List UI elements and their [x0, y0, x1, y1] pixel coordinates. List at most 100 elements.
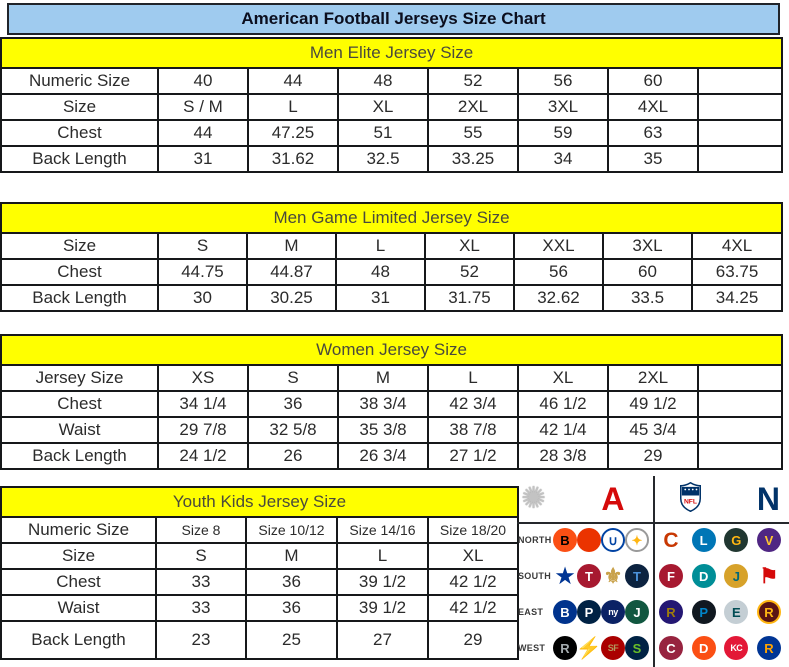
value-cell: 31 [157, 145, 249, 173]
value-cell: 36 [245, 594, 338, 622]
value-cell: 31.62 [247, 145, 339, 173]
value-cell [696, 390, 784, 418]
value-cell: 44 [247, 67, 339, 95]
division-label: NORTH [518, 535, 552, 545]
value-cell: 34.25 [690, 284, 784, 312]
row-label-cell: Waist [0, 594, 157, 622]
row-label-cell: Back Length [0, 145, 159, 173]
value-cell: S / M [157, 93, 249, 121]
value-cell: XS [157, 364, 249, 392]
value-cell: 29 7/8 [157, 416, 249, 444]
value-cell: 56 [517, 67, 609, 95]
value-cell: 26 3/4 [337, 442, 429, 470]
value-cell: XXL [513, 232, 604, 260]
value-cell: 35 [607, 145, 699, 173]
value-cell: 3XL [517, 93, 609, 121]
row-label-cell: Numeric Size [0, 516, 157, 544]
team-logo-49ers: SF [601, 636, 625, 660]
value-cell: 32.62 [513, 284, 604, 312]
value-cell: 33.5 [602, 284, 693, 312]
value-cell [696, 93, 784, 121]
value-cell: 4XL [690, 232, 784, 260]
starburst-icon: ✺ [521, 482, 547, 515]
division-label: WEST [518, 643, 546, 653]
value-cell: 40 [157, 67, 249, 95]
team-logo-cardinals: C [659, 636, 683, 660]
value-cell: S [157, 232, 248, 260]
table-band-title: Youth Kids Jersey Size [0, 486, 520, 518]
value-cell: S [155, 542, 247, 570]
value-cell: 31.75 [424, 284, 515, 312]
value-cell: 30.25 [246, 284, 337, 312]
value-cell: 44.75 [157, 258, 248, 286]
value-cell: 63 [607, 119, 699, 147]
value-cell: 27 [336, 620, 429, 660]
team-logo-jaguars: J [724, 564, 749, 588]
value-cell: 48 [337, 67, 429, 95]
value-cell: 25 [245, 620, 338, 660]
value-cell: 59 [517, 119, 609, 147]
value-cell: 42 1/2 [426, 568, 520, 596]
row-label-cell: Size [0, 93, 159, 121]
value-cell: M [337, 364, 429, 392]
value-cell: 29 [426, 620, 520, 660]
value-cell [696, 364, 784, 392]
value-cell: 52 [424, 258, 515, 286]
row-label-cell: Size [0, 542, 157, 570]
value-cell: 2XL [607, 364, 699, 392]
team-logo-ravens: R [659, 600, 683, 624]
value-cell [696, 67, 784, 95]
svg-text:NFL: NFL [684, 498, 697, 505]
value-cell: 34 [517, 145, 609, 173]
team-logo-patriots: P [577, 600, 601, 624]
team-logo-raiders: R [553, 636, 577, 660]
value-cell [696, 442, 784, 470]
team-logo-buccaneers: ⚑ [759, 564, 779, 588]
row-label-cell: Chest [0, 258, 159, 286]
division-row-south: SOUTH ★ T ⚜ T F D J ⚑ [517, 558, 789, 594]
value-cell [696, 416, 784, 444]
value-cell: 23 [155, 620, 247, 660]
value-cell: 60 [607, 67, 699, 95]
row-label-cell: Numeric Size [0, 67, 159, 95]
value-cell: L [335, 232, 426, 260]
value-cell: 63.75 [690, 258, 784, 286]
value-cell: 29 [607, 442, 699, 470]
value-cell: 3XL [602, 232, 693, 260]
team-logo-bears: C [663, 528, 679, 552]
value-cell: XL [426, 542, 520, 570]
team-logo-chargers: ⚡ [575, 636, 603, 660]
value-cell: 26 [247, 442, 339, 470]
value-cell: 47.25 [247, 119, 339, 147]
value-cell: 32.5 [337, 145, 429, 173]
afc-south-group: ★ T ⚜ T [553, 564, 649, 588]
size-table-0: Men Elite Jersey Size Numeric Size 40 44 48 5… [0, 37, 784, 173]
value-cell: 28 3/8 [517, 442, 609, 470]
header-divider-line [517, 522, 789, 524]
value-cell: 39 1/2 [336, 568, 429, 596]
value-cell: 39 1/2 [336, 594, 429, 622]
team-logo-lions: L [691, 528, 716, 552]
row-label-cell: Jersey Size [0, 364, 159, 392]
value-cell: 33.25 [427, 145, 519, 173]
value-cell [696, 145, 784, 173]
team-logo-bengals: B [553, 528, 577, 552]
value-cell: 56 [513, 258, 604, 286]
conference-header: ✺ A NFL N [517, 476, 789, 522]
value-cell: 46 1/2 [517, 390, 609, 418]
table-band-title: Men Game Limited Jersey Size [0, 202, 784, 234]
nfc-south-group: F D J ⚑ [659, 564, 781, 588]
team-logo-vikings: V [756, 528, 781, 552]
nfl-divisions-panel: ✺ A NFL N NORTH B ∪ ✦ C L G V SOUTH ★ T ⚜ T F D J ⚑ EAST B… [517, 476, 789, 667]
value-cell: 35 3/8 [337, 416, 429, 444]
value-cell: 36 [247, 390, 339, 418]
value-cell: 4XL [607, 93, 699, 121]
team-logo-texans: T [577, 564, 601, 588]
value-cell: 38 3/4 [337, 390, 429, 418]
value-cell: XL [337, 93, 429, 121]
value-cell [696, 119, 784, 147]
